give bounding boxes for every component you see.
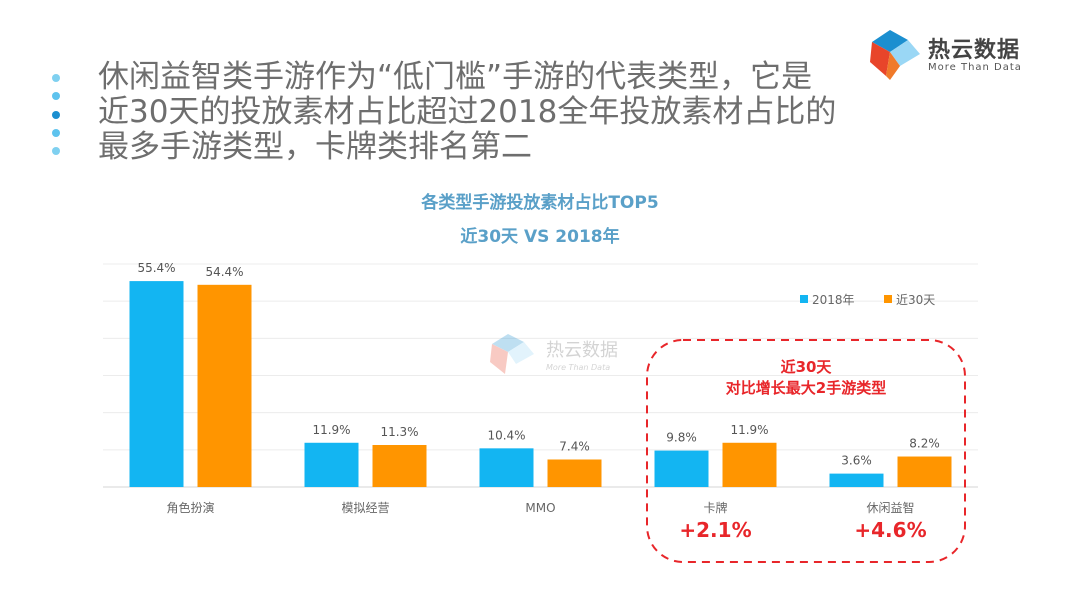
growth-label: +4.6% [854,518,926,542]
legend-swatch [884,295,892,303]
bullet-dot [52,74,60,82]
legend-label: 2018年 [812,293,855,307]
category-label: 休闲益智 [866,500,914,515]
bar-2018 [829,473,884,487]
data-label: 55.4% [137,261,175,275]
watermark-icon [492,334,524,352]
callout-box [646,339,966,563]
bar-2018 [479,448,534,487]
callout-title: 近30天 [781,358,833,376]
bar-recent30 [372,445,427,487]
watermark-icon [508,342,534,364]
bar-recent30 [897,456,952,487]
bar-2018 [654,450,709,487]
bar-2018 [129,281,184,487]
category-label: 模拟经营 [341,501,389,515]
legend-swatch [800,295,808,303]
category-label: MMO [525,501,555,515]
data-label: 10.4% [487,428,525,442]
logo-name: 热云数据 [928,38,1021,63]
bullet-dot [52,111,60,119]
data-label: 11.9% [730,423,768,437]
data-label: 7.4% [559,439,590,453]
data-label: 9.8% [666,431,697,445]
watermark-icon [490,344,508,374]
data-label: 3.6% [841,454,872,468]
headline: 休闲益智类手游作为“低门槛”手游的代表类型，它是近30天的投放素材占比超过201… [98,59,837,165]
logo-tagline: More Than Data [928,62,1022,73]
bullet-dot [52,129,60,137]
growth-label: +2.1% [679,518,751,542]
legend-label: 近30天 [896,293,935,307]
category-label: 角色扮演 [166,500,214,515]
chart-title: 各类型手游投放素材占比TOP5 [421,193,659,213]
chart-subtitle: 近30天 VS 2018年 [460,227,620,247]
bar-recent30 [722,442,777,487]
data-label: 8.2% [909,437,940,451]
category-label: 卡牌 [703,501,727,515]
data-label: 54.4% [205,265,243,279]
bullet-dot [52,147,60,155]
data-label: 11.3% [380,425,418,439]
bar-recent30 [197,284,252,487]
callout-subtitle: 对比增长最大2手游类型 [726,379,886,397]
data-label: 11.9% [312,423,350,437]
watermark-tagline: More Than Data [546,363,610,372]
logo: 热云数据 More Than Data [866,26,1036,86]
logo-icon [870,30,920,80]
watermark: 热云数据 More Than Data [490,334,618,374]
bar-recent30 [547,459,602,487]
bullet-dot [52,92,60,100]
watermark-name: 热云数据 [546,340,618,361]
bar-2018 [304,442,359,487]
